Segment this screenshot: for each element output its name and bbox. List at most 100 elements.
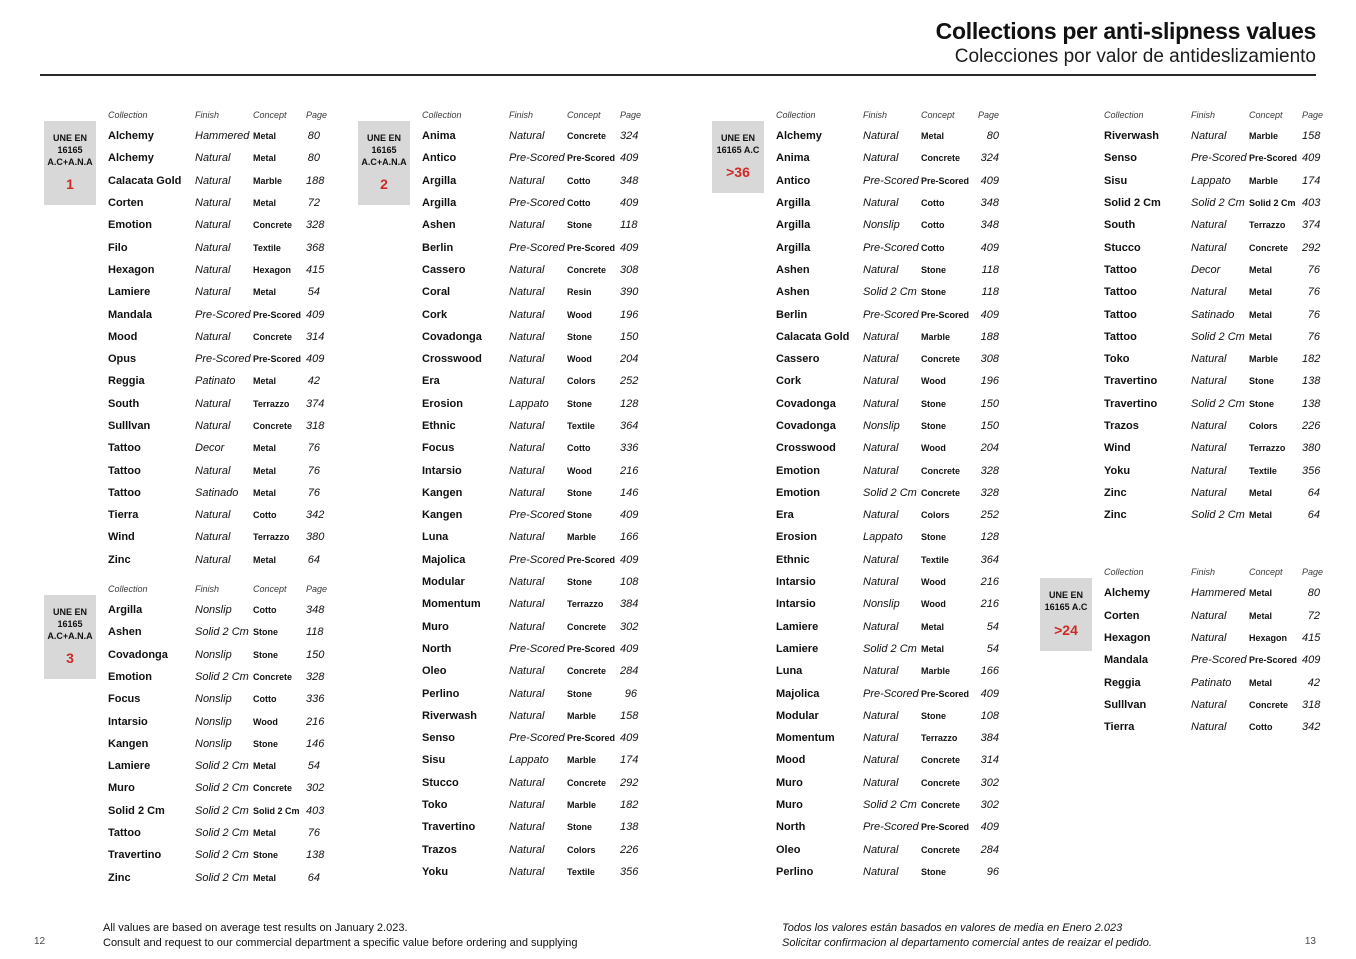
cell-page: 150 xyxy=(980,397,999,410)
cell-finish: Nonslip xyxy=(195,604,232,617)
cell-finish: Solid 2 Cm xyxy=(863,486,917,499)
cell-collection: Antico xyxy=(422,152,457,165)
cell-concept: Pre-Scored xyxy=(567,242,616,253)
table-row: Argilla Pre-Scored Cotto 409 xyxy=(422,192,638,214)
cell-concept: Terrazzo xyxy=(567,599,604,610)
cell-collection: Tattoo xyxy=(1104,308,1137,321)
cell-collection: Berlin xyxy=(422,241,454,254)
cell-concept: Pre-Scored xyxy=(567,153,616,164)
cell-collection: Oleo xyxy=(422,665,447,678)
cell-collection: Lamiere xyxy=(776,620,819,633)
column-header-collection: Collection xyxy=(108,110,148,120)
table-row: North Pre-Scored Pre-Scored 409 xyxy=(776,816,999,838)
cell-finish: Natural xyxy=(863,375,899,388)
cell-finish: Patinato xyxy=(195,375,236,388)
section-une-16165-acana-2: UNE EN 16165 A.C+A.N.A 2 Collection Fini… xyxy=(358,105,641,883)
cell-concept: Stone xyxy=(567,510,593,521)
cell-page: 216 xyxy=(620,464,639,477)
cell-collection: Focus xyxy=(422,442,455,455)
cell-page: 216 xyxy=(980,576,999,589)
column-header-concept: Concept xyxy=(921,110,955,120)
cell-page: 76 xyxy=(1307,263,1320,276)
cell-finish: Natural xyxy=(195,509,231,522)
cell-page: 118 xyxy=(981,263,999,276)
cell-collection: Perlino xyxy=(422,687,460,700)
cell-collection: Travertino xyxy=(108,849,162,862)
cell-concept: Stone xyxy=(253,738,279,749)
cell-concept: Colors xyxy=(921,510,950,521)
cell-concept: Hexagon xyxy=(253,264,292,275)
cell-page: 150 xyxy=(980,420,999,432)
table-row: Lamiere Natural Metal 54 xyxy=(108,281,320,303)
cell-concept: Stone xyxy=(921,532,947,543)
table-row: Zinc Solid 2 Cm Metal 64 xyxy=(108,867,320,889)
cell-page: 318 xyxy=(1302,698,1321,711)
table-row: Kangen Pre-Scored Stone 409 xyxy=(422,504,638,526)
cell-concept: Cotto xyxy=(253,510,277,521)
cell-page: 72 xyxy=(1307,609,1320,622)
cell-concept: Metal xyxy=(253,828,277,839)
table-row: Tattoo Solid 2 Cm Metal 76 xyxy=(108,822,320,844)
cell-concept: Stone xyxy=(921,421,947,431)
cell-finish: Natural xyxy=(863,732,899,745)
cell-collection: Intarsio xyxy=(422,464,462,477)
table-row: Riverwash Natural Marble 158 xyxy=(1104,125,1320,147)
table-row: Wind Natural Terrazzo 380 xyxy=(108,526,324,548)
une-badge-36-value: >36 xyxy=(726,164,750,181)
table-header-row: Collection Finish Concept Page xyxy=(776,105,999,125)
cell-finish: Pre-Scored xyxy=(509,553,565,566)
cell-finish: Nonslip xyxy=(195,715,232,728)
cell-concept: Concrete xyxy=(921,465,961,476)
cell-concept: Metal xyxy=(253,554,277,565)
cell-concept: Stone xyxy=(921,264,947,275)
cell-page: 380 xyxy=(306,531,325,544)
cell-collection: Ashen xyxy=(776,263,810,276)
cell-concept: Stone xyxy=(567,822,593,833)
cell-concept: Cotto xyxy=(253,605,277,616)
cell-collection: Riverwash xyxy=(422,709,478,722)
table-row: Travertino Solid 2 Cm Stone 138 xyxy=(108,844,324,866)
cell-collection: Mood xyxy=(108,330,138,343)
cell-concept: Concrete xyxy=(253,331,293,342)
cell-concept: Metal xyxy=(253,287,277,298)
cell-finish: Natural xyxy=(1191,609,1227,622)
table-row: Reggia Patinato Metal 42 xyxy=(108,370,320,392)
cell-page: 252 xyxy=(980,509,999,522)
table-row: Emotion Natural Concrete 328 xyxy=(776,459,999,481)
cell-collection: Ethnic xyxy=(776,553,810,566)
cell-concept: Metal xyxy=(921,643,945,654)
table-row: Mandala Pre-Scored Pre-Scored 409 xyxy=(1104,649,1320,671)
table-row: Era Natural Colors 252 xyxy=(776,504,999,526)
cell-page: 328 xyxy=(306,670,325,683)
cell-concept: Terrazzo xyxy=(921,733,958,744)
cell-finish: Natural xyxy=(195,531,231,544)
table-row: Era Natural Colors 252 xyxy=(422,370,638,392)
cell-collection: South xyxy=(1104,219,1136,232)
footer-note-en: All values are based on average test res… xyxy=(103,921,578,952)
cell-collection: Alchemy xyxy=(108,152,154,165)
cell-finish: Natural xyxy=(509,420,545,432)
cell-finish: Solid 2 Cm xyxy=(195,760,249,773)
cell-finish: Pre-Scored xyxy=(863,687,919,700)
table-row: Stucco Natural Concrete 292 xyxy=(422,772,638,794)
table-row: Tattoo Decor Metal 76 xyxy=(1104,259,1320,281)
cell-finish: Nonslip xyxy=(863,598,900,611)
cell-collection: Opus xyxy=(108,353,137,366)
cell-collection: Tattoo xyxy=(1104,286,1137,299)
section-une-16165-acana-1: UNE EN 16165 A.C+A.N.A 1 Collection Fini… xyxy=(44,105,327,571)
cell-page: 409 xyxy=(306,353,325,366)
cell-page: 409 xyxy=(620,642,639,655)
cell-concept: Metal xyxy=(253,465,277,476)
cell-page: 138 xyxy=(1302,397,1321,410)
cell-concept: Terrazzo xyxy=(1249,443,1286,454)
table-row: Erosion Lappato Stone 128 xyxy=(776,526,999,548)
cell-page: 302 xyxy=(980,799,999,812)
cell-finish: Natural xyxy=(195,197,231,210)
cell-concept: Terrazzo xyxy=(1249,220,1286,231)
cell-page: 42 xyxy=(1307,676,1320,689)
table-row: Sulllvan Natural Concrete 318 xyxy=(108,415,324,437)
cell-finish: Natural xyxy=(509,353,545,366)
column-header-concept: Concept xyxy=(567,110,601,120)
cell-collection: Ashen xyxy=(776,286,810,299)
table-row: Ashen Solid 2 Cm Stone 118 xyxy=(776,281,999,303)
